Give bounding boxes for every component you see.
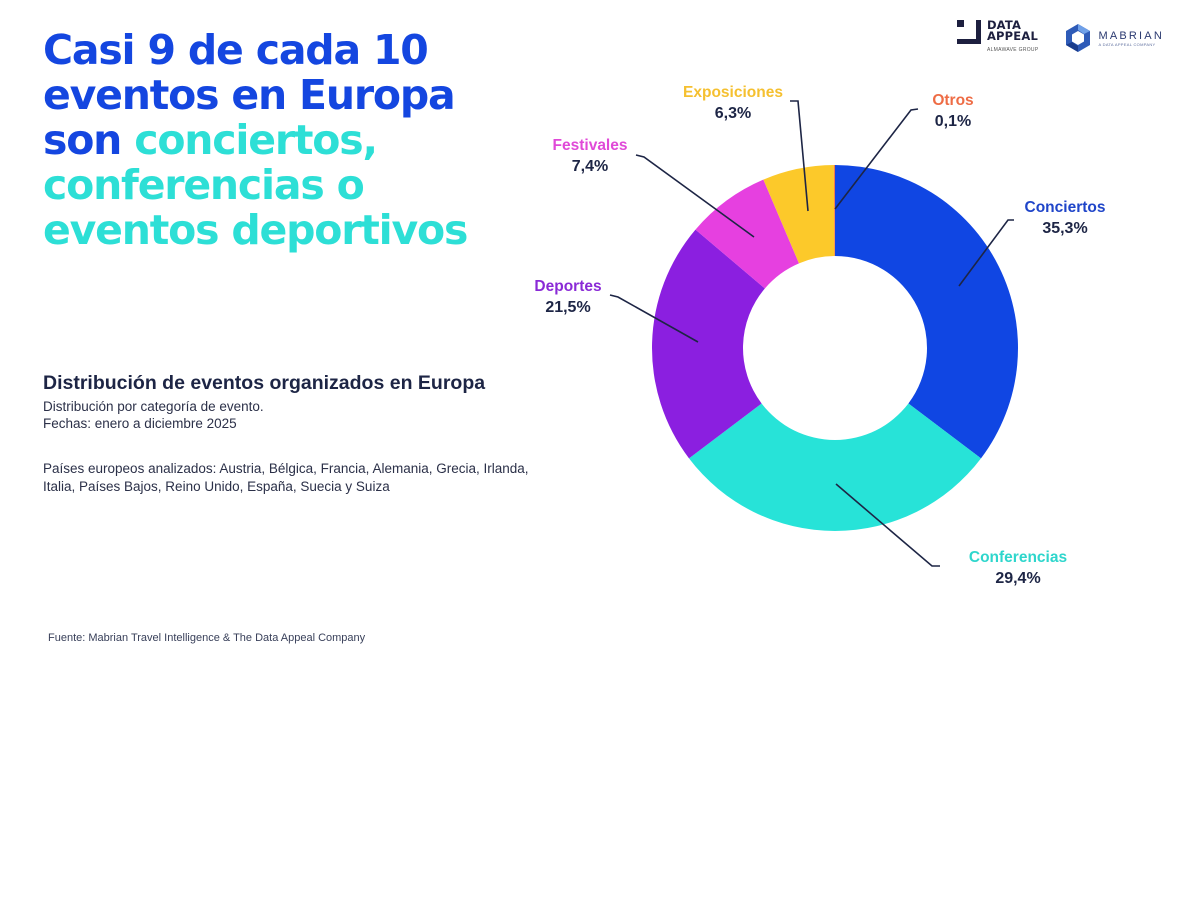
data-appeal-mark-icon [956, 20, 981, 44]
headline-line-4: conferencias o [43, 161, 365, 209]
mabrian-name: MABRIAN [1098, 29, 1164, 42]
slice-conciertos [835, 165, 1018, 459]
mabrian-sub: A DATA APPEAL COMPANY [1098, 41, 1156, 47]
leader-line-conferencias [835, 483, 940, 567]
slice-label-otros: Otros [932, 92, 973, 109]
chart-title: Distribución de eventos organizados en E… [43, 372, 486, 394]
headline-line-3-highlight: conciertos, [134, 116, 378, 164]
leader-line-festivales [635, 154, 755, 238]
slice-value-conciertos: 35,3% [1042, 220, 1087, 237]
slice-value-deportes: 21,5% [545, 299, 590, 316]
data-appeal-line-1: DATA [986, 18, 1022, 32]
logos: DATA APPEAL ALMAWAVE GROUP MABRIAN A DAT… [956, 18, 1164, 56]
data-appeal-sub: ALMAWAVE GROUP [986, 47, 1039, 53]
mabrian-hexagon-icon [1066, 24, 1091, 52]
slice-value-festivales: 7,4% [572, 158, 608, 175]
leader-line-conciertos [958, 219, 1014, 287]
headline-line-2: eventos en Europa [43, 71, 456, 119]
headline-line-3-prefix: son [43, 116, 135, 164]
slice-deportes [651, 229, 765, 459]
headline-line-1: Casi 9 de cada 10 [43, 26, 429, 74]
slice-otros [833, 165, 835, 257]
slice-value-otros: 0,1% [935, 113, 971, 130]
subtitle-dates: Fechas: enero a diciembre 2025 [43, 416, 237, 431]
slice-exposiciones [763, 165, 835, 264]
mabrian-logo: MABRIAN A DATA APPEAL COMPANY [1064, 23, 1164, 53]
slice-label-conferencias: Conferencias [969, 549, 1067, 566]
subtitle-category: Distribución por categoría de evento. [43, 399, 264, 414]
headline: Casi 9 de cada 10 eventos en Europa son … [43, 26, 468, 254]
data-appeal-logo: DATA APPEAL ALMAWAVE GROUP [956, 18, 1039, 56]
leader-line-deportes [609, 294, 699, 343]
leader-line-otros [834, 108, 919, 210]
slice-label-conciertos: Conciertos [1025, 199, 1106, 216]
slice-label-festivales: Festivales [553, 137, 628, 154]
countries-note: Países europeos analizados: Austria, Bél… [43, 461, 529, 494]
source-note: Fuente: Mabrian Travel Intelligence & Th… [48, 632, 366, 644]
slice-label-exposiciones: Exposiciones [683, 84, 783, 101]
chart-subtitle: Distribución por categoría de evento. Fe… [43, 398, 264, 432]
headline-line-3: son conciertos, [43, 118, 467, 163]
slice-label-deportes: Deportes [534, 278, 601, 295]
data-appeal-line-2: APPEAL [986, 29, 1038, 43]
leader-line-exposiciones [790, 100, 809, 212]
slice-festivales [695, 179, 799, 289]
slice-value-exposiciones: 6,3% [715, 105, 751, 122]
headline-line-5: eventos deportivos [43, 206, 468, 254]
slice-value-conferencias: 29,4% [995, 570, 1040, 587]
slice-conferencias [689, 403, 981, 531]
